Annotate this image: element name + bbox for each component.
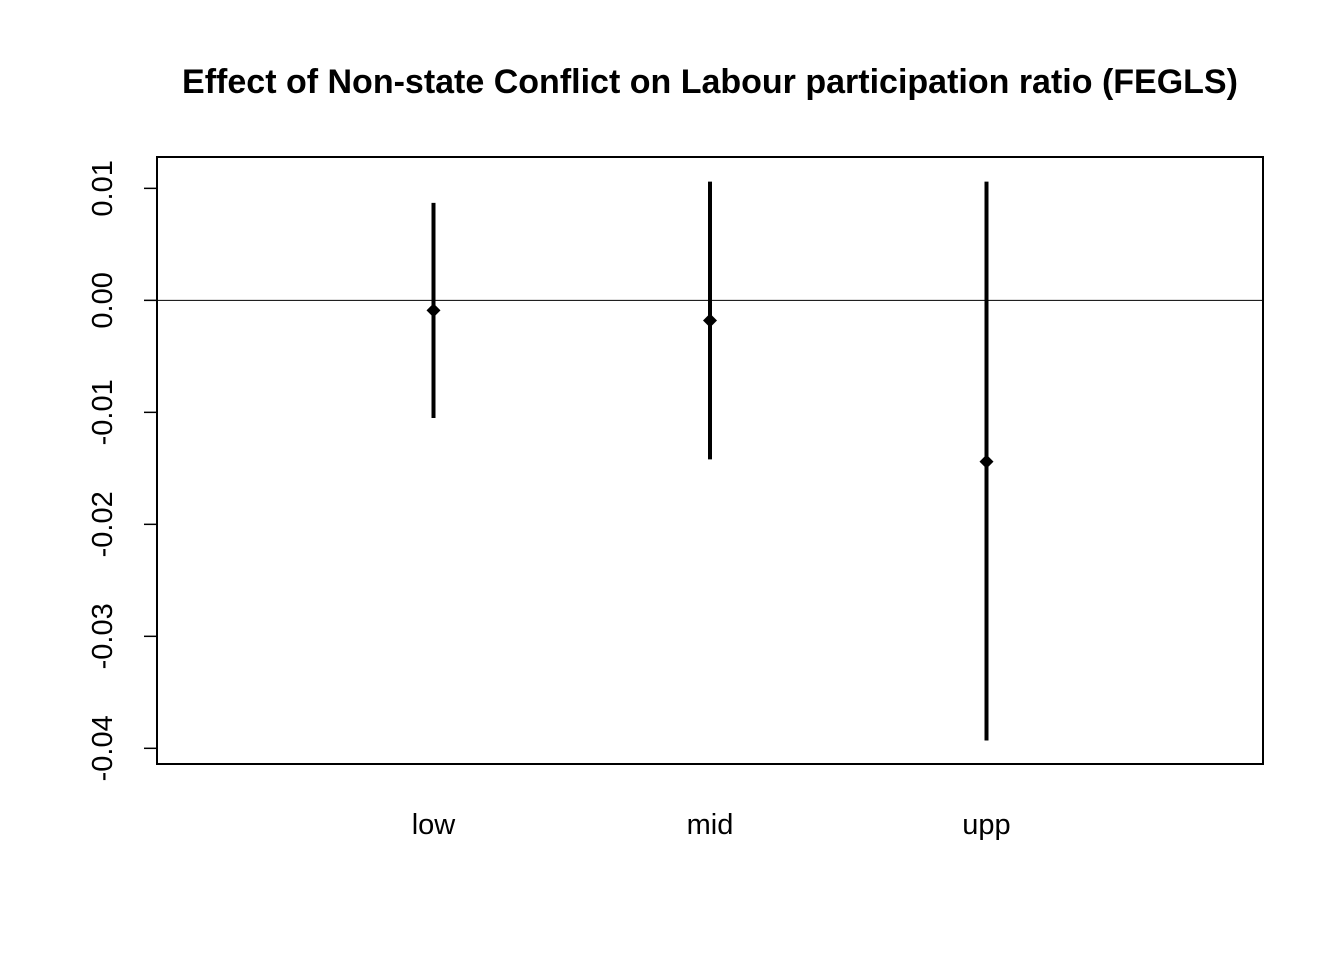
x-tick-label-low: low [412, 809, 457, 841]
y-tick-label: 0.01 [87, 160, 119, 216]
y-tick-label: -0.01 [87, 379, 119, 445]
point-estimate-low [426, 303, 441, 318]
x-tick-label-upp: upp [962, 809, 1010, 841]
x-tick-label-mid: mid [687, 809, 734, 841]
y-tick-label: -0.03 [87, 603, 119, 669]
y-tick-label: -0.02 [87, 491, 119, 557]
y-tick-label: 0.00 [87, 272, 119, 328]
y-axis: 0.01 0.00 -0.01 -0.02 -0.03 -0.04 [87, 160, 157, 781]
chart-title: Effect of Non-state Conflict on Labour p… [182, 63, 1238, 101]
x-axis-labels: low mid upp [412, 809, 1011, 841]
point-estimates [426, 303, 994, 469]
y-tick-label: -0.04 [87, 715, 119, 781]
plot-frame [156, 156, 1264, 765]
point-estimate-upp [979, 454, 994, 469]
point-estimate-mid [703, 313, 717, 328]
error-bars [431, 181, 989, 741]
